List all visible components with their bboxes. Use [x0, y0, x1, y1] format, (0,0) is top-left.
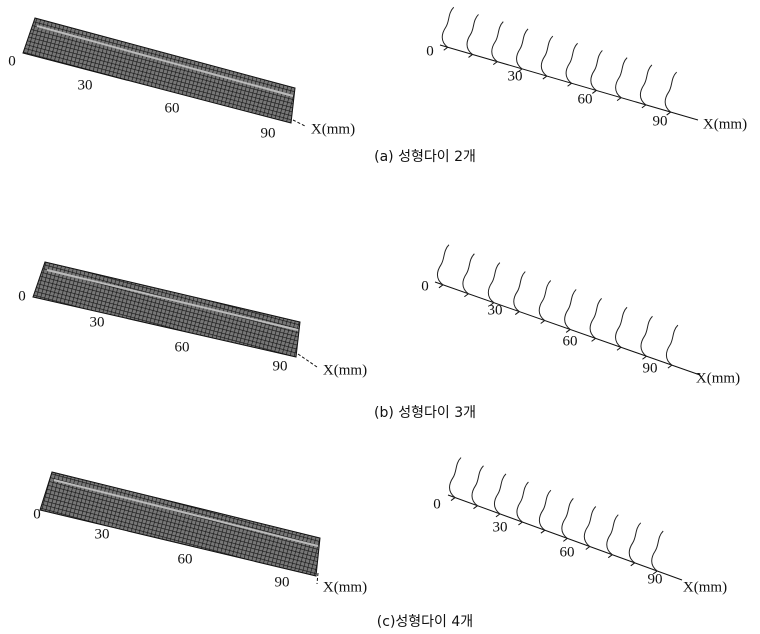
profile-curve: [517, 482, 529, 522]
x-axis: [440, 45, 698, 120]
profile-curve: [641, 316, 653, 356]
axis-tick: [515, 312, 519, 315]
profile-curve: [539, 281, 551, 321]
axis-tick: [493, 62, 497, 65]
axis-label: X(mm): [323, 362, 367, 378]
axis-arrow: [293, 120, 305, 126]
tick-label: 60: [165, 100, 180, 116]
profile-curve: [565, 289, 577, 329]
tick-label: 0: [421, 278, 429, 294]
profile-curve: [463, 254, 475, 294]
axis-tick: [518, 522, 522, 525]
tick-label: 30: [493, 519, 508, 535]
profile-curve: [442, 7, 454, 47]
profile-curve: [494, 474, 506, 514]
tick-label: 90: [648, 571, 663, 587]
profile-curve: [665, 72, 677, 112]
profile-curve: [541, 36, 553, 76]
profile-curve: [616, 307, 628, 347]
axis-label: X(mm): [683, 579, 727, 595]
tick-label: 0: [18, 288, 26, 304]
axis-tick: [473, 506, 477, 509]
axis-tick: [464, 294, 468, 297]
axis-tick: [617, 98, 621, 101]
tick-label: 60: [175, 339, 190, 355]
tick-label: 0: [433, 496, 441, 512]
profile-curve: [666, 325, 678, 365]
axis-tick: [541, 530, 545, 533]
profile-curve: [488, 263, 500, 303]
tick-label: 90: [653, 113, 668, 129]
profile-curve: [437, 245, 449, 285]
tick-label: 90: [273, 358, 288, 374]
profile-curve: [450, 458, 462, 498]
x-axis: [435, 282, 700, 375]
profile-curve: [640, 65, 652, 105]
tick-label: 90: [275, 574, 290, 590]
caption: (c)성형다이 4개: [377, 614, 473, 630]
profile-curve: [652, 531, 664, 571]
axis-tick: [592, 90, 596, 93]
tick-label: 60: [560, 544, 575, 560]
axis-tick: [566, 329, 570, 332]
axis-tick: [642, 105, 646, 108]
tick-label: 90: [643, 360, 658, 376]
tick-label: 30: [508, 68, 523, 84]
axis-tick: [541, 321, 545, 324]
profile-curve: [467, 14, 479, 54]
profile-curve: [616, 58, 628, 98]
axis-tick: [642, 356, 646, 359]
axis-tick: [543, 76, 547, 79]
axis-tick: [617, 347, 621, 350]
profile-curve: [514, 272, 526, 312]
tick-label: 0: [8, 53, 16, 69]
caption: (b) 성형다이 3개: [374, 405, 476, 421]
profile-curve: [517, 29, 529, 69]
profile-curve: [539, 490, 551, 530]
axis-label: X(mm): [696, 370, 740, 386]
tick-label: 0: [33, 506, 41, 522]
tick-label: 60: [178, 551, 193, 567]
tick-label: 60: [563, 333, 578, 349]
axis-label: X(mm): [703, 116, 747, 132]
profile-curve: [584, 507, 596, 547]
profile-curve: [472, 466, 484, 506]
profile-curve: [566, 43, 578, 83]
profile-curve: [607, 515, 619, 555]
axis-tick: [608, 555, 612, 558]
profile-curve: [591, 50, 603, 90]
profile-curve: [590, 298, 602, 338]
axis-tick: [469, 54, 473, 57]
axis-tick: [496, 514, 500, 517]
figure: 0 30 60 90 X(mm) 0 30 60 90 X(mm) (a) 성형다이 2개 0 30 60…: [0, 0, 760, 634]
tick-label: 30: [78, 77, 93, 93]
tick-label: 30: [488, 302, 503, 318]
axis-tick: [568, 83, 572, 86]
axis-label: X(mm): [323, 579, 367, 595]
profile-curve: [492, 22, 504, 62]
axis-tick: [563, 538, 567, 541]
tick-label: 30: [95, 526, 110, 542]
tick-label: 30: [90, 314, 105, 330]
profile-curve: [562, 498, 574, 538]
axis-tick: [586, 547, 590, 550]
axis-tick: [668, 365, 672, 368]
caption: (a) 성형다이 2개: [374, 149, 476, 165]
axis-label: X(mm): [311, 121, 355, 137]
axis-tick: [592, 338, 596, 341]
profile-curve: [629, 523, 641, 563]
tick-label: 0: [426, 43, 434, 59]
axis-arrow: [298, 354, 317, 367]
axis-arrow: [317, 573, 318, 584]
tick-label: 60: [578, 91, 593, 107]
axis-tick: [444, 47, 448, 50]
axis-tick: [631, 563, 635, 566]
axis-tick: [439, 285, 443, 288]
tick-label: 90: [261, 125, 276, 141]
x-axis: [448, 495, 682, 580]
axis-tick: [451, 498, 455, 501]
